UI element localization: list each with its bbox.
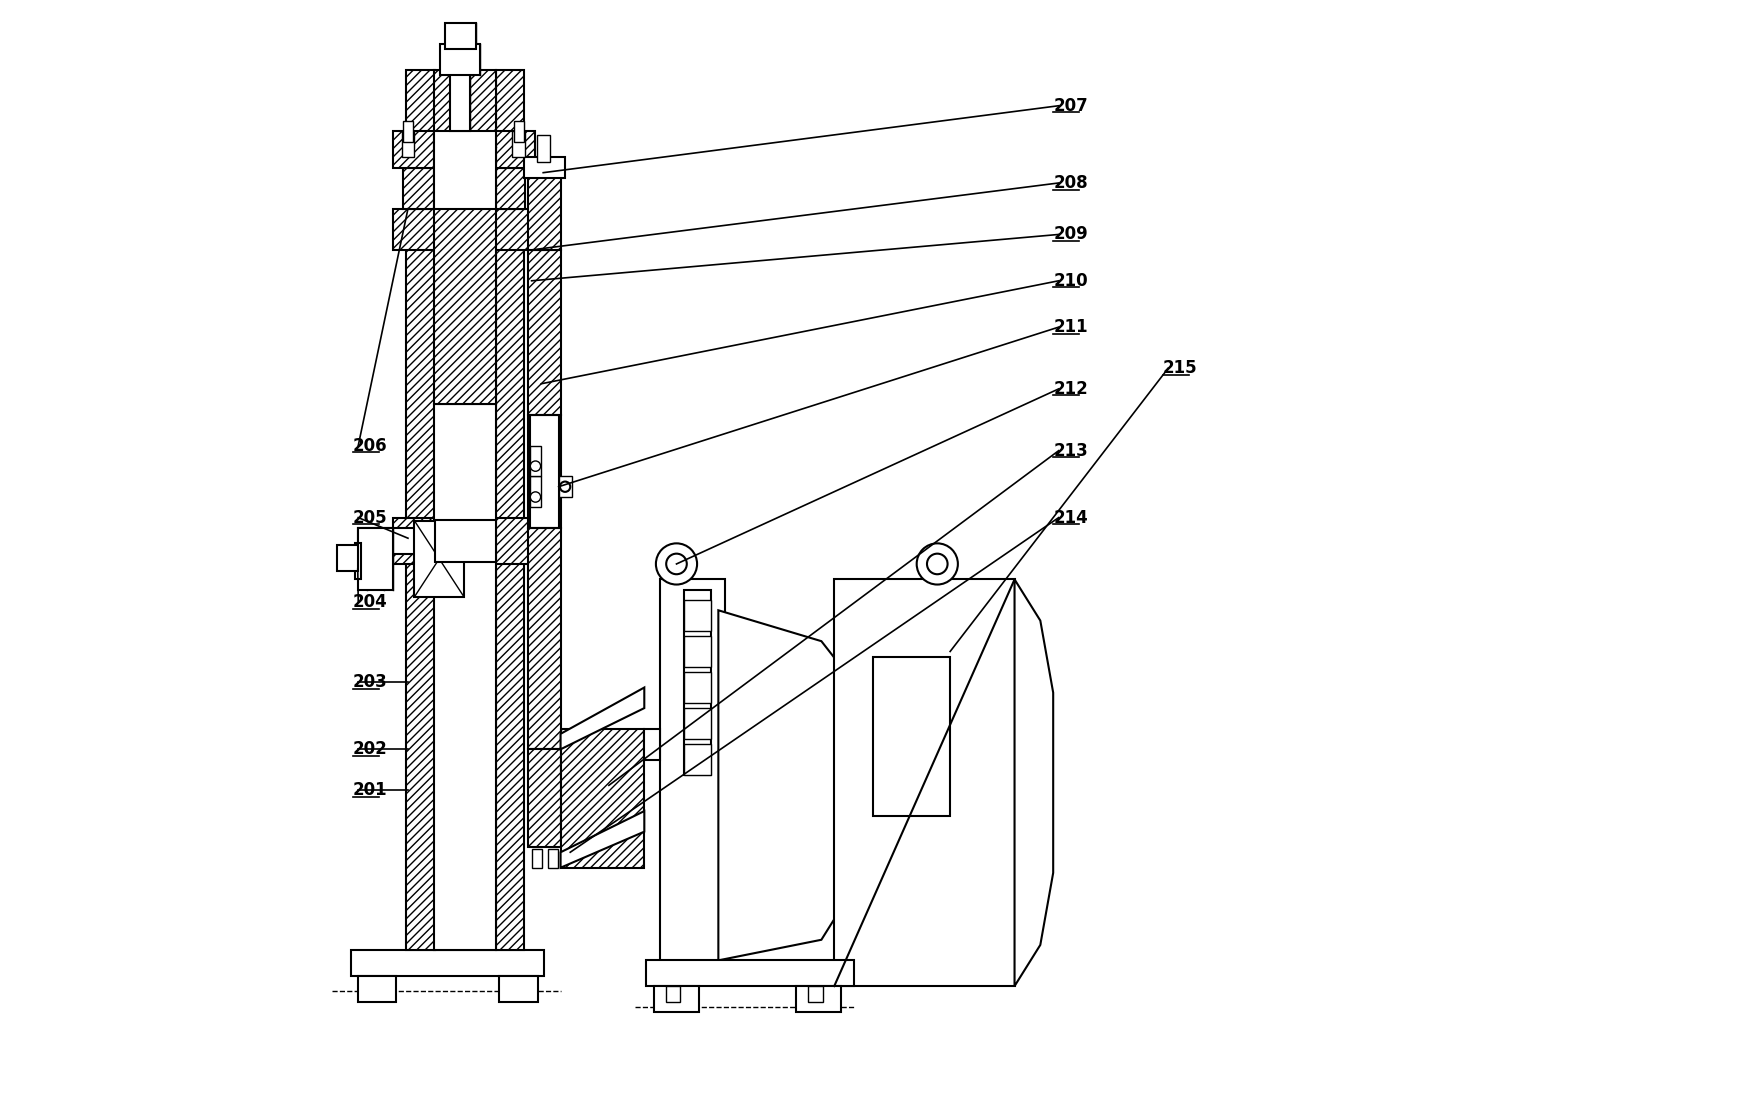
Bar xyxy=(414,521,463,597)
Bar xyxy=(808,986,822,1002)
Bar xyxy=(434,70,496,405)
Text: 202: 202 xyxy=(353,740,388,758)
Circle shape xyxy=(530,461,540,472)
Bar xyxy=(528,749,561,847)
Text: 208: 208 xyxy=(1052,174,1087,192)
Polygon shape xyxy=(1014,579,1052,986)
Bar xyxy=(530,476,540,507)
Bar xyxy=(440,44,479,75)
Bar xyxy=(683,590,710,774)
Text: 201: 201 xyxy=(353,781,388,800)
Circle shape xyxy=(656,543,697,585)
Circle shape xyxy=(530,491,540,502)
Bar xyxy=(434,132,496,208)
Text: 215: 215 xyxy=(1162,360,1197,377)
Bar xyxy=(530,445,540,476)
Text: 207: 207 xyxy=(1052,97,1087,115)
Circle shape xyxy=(916,543,958,585)
Bar xyxy=(449,65,470,132)
Bar xyxy=(872,657,949,816)
Bar xyxy=(537,135,549,162)
Bar xyxy=(683,744,710,774)
Bar xyxy=(358,528,393,590)
Bar xyxy=(406,70,435,950)
Bar xyxy=(683,636,710,667)
Text: 205: 205 xyxy=(353,509,388,527)
Bar xyxy=(531,849,542,868)
Bar xyxy=(834,579,1014,986)
Bar xyxy=(524,157,565,178)
Bar xyxy=(402,121,413,142)
Polygon shape xyxy=(561,688,643,749)
Bar xyxy=(351,950,544,976)
Bar xyxy=(514,121,524,142)
Text: 204: 204 xyxy=(353,593,388,611)
Bar xyxy=(645,960,853,986)
Bar xyxy=(683,672,710,703)
Bar xyxy=(528,172,561,250)
Bar xyxy=(528,250,561,749)
Polygon shape xyxy=(561,811,643,868)
Text: 203: 203 xyxy=(353,674,388,691)
Circle shape xyxy=(559,482,570,491)
Bar xyxy=(683,600,710,631)
Text: 209: 209 xyxy=(1052,226,1087,244)
Bar xyxy=(358,976,397,1002)
Polygon shape xyxy=(718,610,853,960)
Bar xyxy=(393,518,535,564)
Bar xyxy=(683,708,710,739)
Bar xyxy=(512,132,524,157)
Bar xyxy=(444,23,475,49)
Text: 210: 210 xyxy=(1052,272,1087,290)
Bar xyxy=(402,132,414,157)
Bar xyxy=(355,543,360,579)
Bar xyxy=(654,986,699,1011)
Circle shape xyxy=(926,554,947,574)
Bar xyxy=(661,579,724,981)
Bar xyxy=(393,132,535,168)
Bar xyxy=(500,976,538,1002)
Bar xyxy=(558,476,572,497)
Bar xyxy=(393,208,535,250)
Bar xyxy=(435,520,496,562)
Text: 212: 212 xyxy=(1052,380,1087,398)
Text: 213: 213 xyxy=(1052,442,1087,460)
Bar xyxy=(666,986,680,1002)
Bar xyxy=(643,728,661,759)
Bar xyxy=(547,849,558,868)
Bar xyxy=(337,545,358,572)
Bar xyxy=(561,728,643,868)
Bar xyxy=(434,405,496,950)
Text: 211: 211 xyxy=(1052,318,1087,336)
Bar xyxy=(402,168,524,208)
Bar xyxy=(530,415,558,528)
Bar xyxy=(358,528,435,554)
Circle shape xyxy=(666,554,687,574)
Text: 214: 214 xyxy=(1052,509,1087,527)
Bar xyxy=(795,986,841,1011)
Text: 206: 206 xyxy=(353,437,388,454)
Bar xyxy=(496,70,524,950)
